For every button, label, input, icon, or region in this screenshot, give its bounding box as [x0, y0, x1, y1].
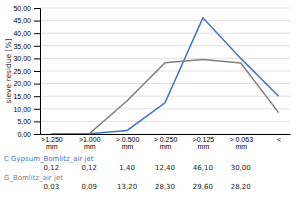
- table-value: 0,12: [81, 164, 97, 172]
- data-table: C Gypsum_Bomlitz_air jet0,12 0,12 1,40 12,4…: [4, 155, 251, 191]
- y-tick-label: 5,00: [17, 118, 31, 125]
- x-tick: >0.125mm: [193, 134, 215, 150]
- table-value: 1,40: [119, 164, 135, 172]
- y-tick-mark: [34, 96, 40, 97]
- y-tick-mark: [34, 33, 40, 34]
- x-axis-line: [41, 134, 291, 135]
- x-tick: > 0.063mm: [229, 134, 253, 150]
- table-row-label: G_Bomlitz_air jet: [4, 174, 63, 182]
- y-tick-label: 10,00: [13, 106, 31, 113]
- table-value: 0,03: [44, 183, 60, 191]
- y-tick-label: 40,00: [13, 30, 31, 37]
- table-value: 30,00: [231, 164, 251, 172]
- y-tick-label: 0,00: [17, 131, 31, 138]
- y-tick: 25,00: [13, 68, 40, 75]
- x-tick: > 0.500mm: [116, 134, 140, 150]
- grid-line: [40, 8, 290, 9]
- y-tick-label: 35,00: [13, 43, 31, 50]
- x-tick-label: >1.250mm: [41, 136, 63, 150]
- table-value: 0,09: [81, 183, 97, 191]
- y-tick: 15,00: [13, 93, 40, 100]
- x-tick-label: <: [277, 136, 281, 143]
- y-tick-label: 30,00: [13, 55, 31, 62]
- x-tick-label: >0.125mm: [193, 136, 215, 150]
- y-tick-mark: [34, 8, 40, 9]
- y-axis-title: sieve residue [%]: [4, 38, 13, 103]
- plot-area: 0,00 5,00 10,00 15,00 20,00 25,00 30,00 35,00 40…: [13, 5, 290, 151]
- table-value: 0,12: [44, 164, 60, 172]
- grid-line: [40, 20, 290, 21]
- x-tick: >1.250mm: [41, 134, 63, 150]
- y-tick-mark: [34, 46, 40, 47]
- y-tick-mark: [34, 109, 40, 110]
- grid-line: [40, 58, 290, 59]
- series-line: [51, 59, 278, 134]
- x-tick-label: > 0.500mm: [116, 136, 140, 150]
- table-value: 13,20: [117, 183, 137, 191]
- x-axis: >1.250mm >1.000mm > 0.500mm > 0.250mm >0.125…: [41, 134, 291, 150]
- x-tick-label: > 0.250mm: [154, 136, 178, 150]
- y-tick: 50,00: [13, 5, 40, 12]
- x-tick: <: [277, 134, 281, 143]
- x-tick-label: >1.000mm: [79, 136, 101, 150]
- grid: [40, 8, 290, 134]
- grid-line: [40, 108, 290, 109]
- y-tick: 35,00: [13, 43, 40, 50]
- grid-line: [40, 121, 290, 122]
- y-axis: 0,00 5,00 10,00 15,00 20,00 25,00 30,00 35,00 40…: [13, 5, 40, 138]
- y-tick-label: 20,00: [13, 80, 31, 87]
- y-tick-mark: [34, 58, 40, 59]
- table-value: 28,30: [155, 183, 175, 191]
- y-tick: 20,00: [13, 80, 40, 87]
- y-tick-label: 25,00: [13, 68, 31, 75]
- y-axis-line: [34, 9, 41, 135]
- chart: 0,00 5,00 10,00 15,00 20,00 25,00 30,00 35,00 40…: [0, 0, 300, 200]
- y-tick-mark: [34, 134, 40, 135]
- grid-line: [40, 33, 290, 34]
- table-value: 12,40: [155, 164, 175, 172]
- y-tick: 30,00: [13, 55, 40, 62]
- series-group: [51, 18, 278, 134]
- y-tick-mark: [34, 121, 40, 122]
- y-tick: 0,00: [17, 131, 40, 138]
- y-tick: 40,00: [13, 30, 40, 37]
- grid-line: [40, 83, 290, 84]
- y-tick: 5,00: [17, 118, 40, 125]
- table-value: 29,60: [193, 183, 213, 191]
- y-tick-mark: [34, 71, 40, 72]
- y-tick-label: 45,00: [13, 17, 31, 24]
- y-tick-label: 50,00: [13, 5, 31, 12]
- y-tick-label: 15,00: [13, 93, 31, 100]
- x-tick-label: > 0.063mm: [229, 136, 253, 150]
- x-tick: > 0.250mm: [154, 134, 178, 150]
- table-value: 28,20: [231, 183, 251, 191]
- y-tick-mark: [34, 84, 40, 85]
- table-value: 46,10: [193, 164, 213, 172]
- y-tick: 45,00: [13, 17, 40, 24]
- grid-line: [40, 45, 290, 46]
- y-tick-mark: [34, 21, 40, 22]
- grid-line: [40, 96, 290, 97]
- x-tick: >1.000mm: [79, 134, 101, 150]
- series-line: [51, 18, 278, 134]
- y-tick: 10,00: [13, 106, 40, 113]
- table-row-label: C Gypsum_Bomlitz_air jet: [4, 155, 94, 163]
